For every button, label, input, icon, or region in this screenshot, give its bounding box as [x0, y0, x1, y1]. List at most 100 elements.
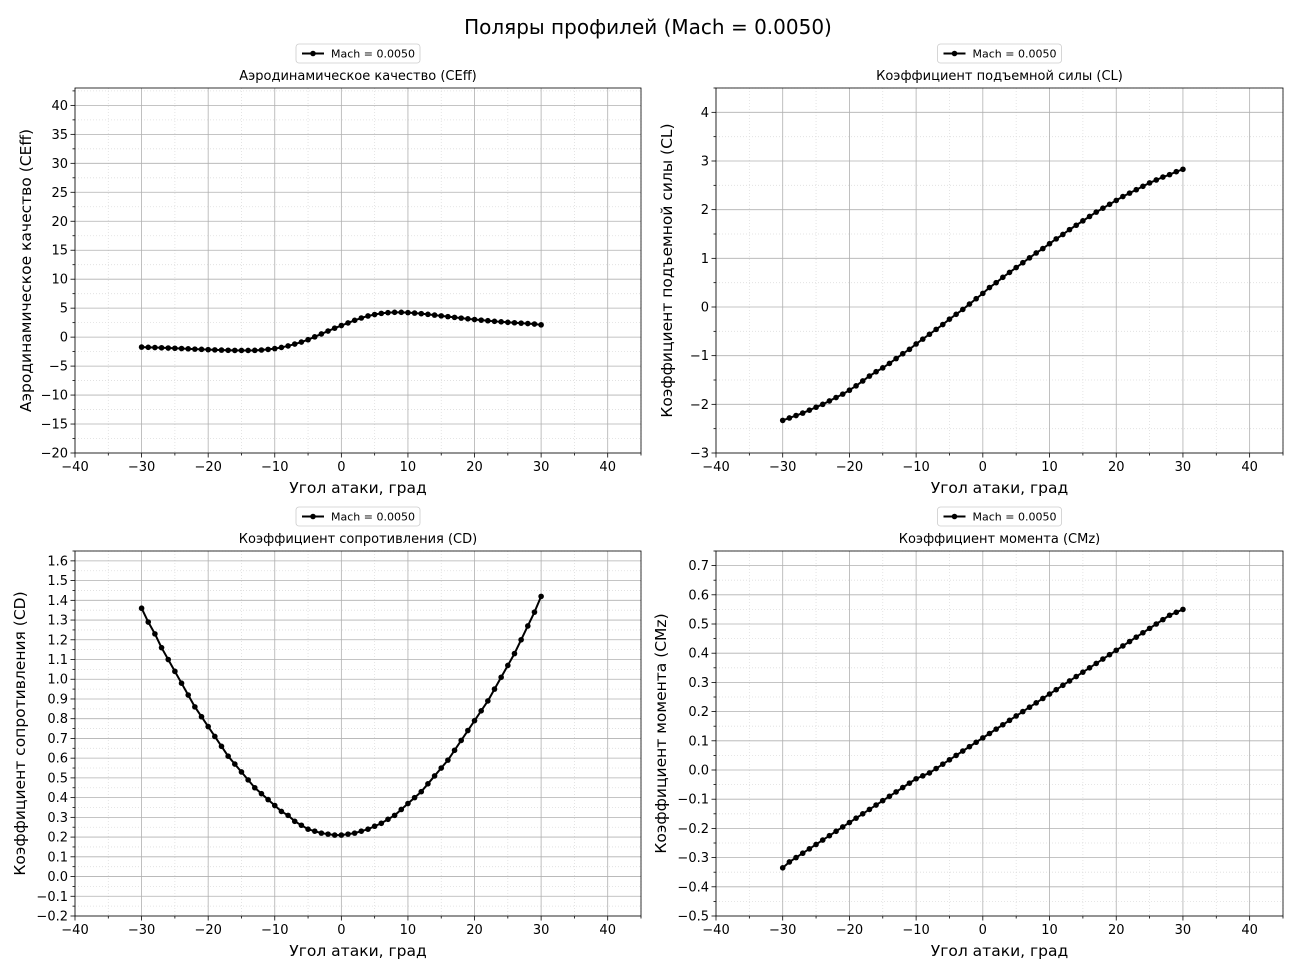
legend-marker	[951, 50, 958, 57]
data-point	[926, 770, 933, 776]
x-tick-label: −40	[702, 923, 729, 938]
data-point	[425, 781, 431, 787]
data-point	[893, 355, 899, 362]
data-point	[866, 373, 873, 379]
data-point	[993, 726, 999, 732]
legend-label: Mach = 0.0050	[331, 48, 415, 61]
data-point	[431, 773, 438, 779]
data-point	[225, 347, 231, 354]
data-point	[1086, 213, 1093, 220]
x-tick-label: 10	[1041, 460, 1058, 475]
y-tick-label: 0.4	[688, 647, 709, 662]
y-tick-label: 30	[51, 157, 68, 172]
data-point	[305, 826, 311, 832]
data-point	[378, 820, 385, 827]
data-point	[465, 727, 471, 734]
data-point	[451, 747, 458, 754]
data-point	[165, 656, 172, 663]
data-point	[893, 789, 899, 795]
data-point	[345, 320, 351, 326]
axes-frame	[74, 87, 642, 454]
data-point	[779, 865, 786, 871]
data-point	[198, 713, 205, 720]
data-point	[238, 769, 245, 775]
data-point	[839, 824, 846, 830]
data-point	[511, 319, 518, 326]
data-point	[158, 344, 165, 351]
data-point	[491, 686, 498, 692]
x-tick-label: 0	[979, 923, 987, 938]
chart-title: Аэродинамическое качество (CEff)	[239, 69, 477, 84]
y-tick-label: 1.5	[47, 574, 68, 589]
data-point	[1173, 609, 1180, 616]
x-tick-label: 30	[1175, 460, 1192, 475]
data-point	[271, 345, 278, 352]
data-point	[152, 344, 158, 351]
data-point	[813, 404, 819, 411]
chart-cd: −40 −30 −20 −10 0 10 20 30 40 −0.2 −0.1 0.0 0.1 0.2 0.…	[11, 506, 642, 960]
legend: Mach = 0.0050	[295, 43, 421, 64]
data-point	[1106, 651, 1113, 658]
data-point	[1093, 660, 1100, 667]
legend: Mach = 0.0050	[295, 506, 421, 527]
chart-panels: −40 −30 −20 −10 0 10 20 30 40−20−15−10−505101520…	[11, 43, 1284, 960]
y-tick-label: 0.0	[688, 764, 709, 779]
data-point	[251, 347, 258, 354]
data-point	[1040, 245, 1046, 252]
axes-frame	[715, 87, 1284, 454]
data-point	[478, 708, 484, 714]
data-point	[491, 318, 498, 325]
data-point	[1086, 665, 1093, 671]
data-point	[986, 284, 993, 291]
data-point	[298, 822, 305, 829]
legend-box	[295, 506, 421, 527]
y-tick-label: 0.8	[47, 712, 68, 727]
x-axis-label: Угол атаки, град	[289, 479, 426, 497]
y-tick-label: −5	[49, 360, 68, 375]
y-tick-label: −10	[41, 389, 68, 404]
data-point	[859, 811, 866, 817]
data-point	[940, 321, 946, 328]
x-tick-label: 30	[533, 460, 550, 475]
data-point	[933, 326, 939, 333]
y-tick-label: 35	[51, 128, 68, 143]
data-point	[913, 341, 919, 347]
x-tick-label: 0	[337, 923, 345, 938]
axes-frame	[715, 550, 1284, 917]
y-tick-label: 0.5	[688, 618, 709, 633]
data-point	[351, 317, 358, 324]
y-tick-label: 0.5	[47, 771, 68, 786]
data-point	[245, 777, 251, 783]
x-tick-label: −20	[194, 460, 221, 475]
data-point	[478, 317, 484, 323]
x-axis-label: Угол атаки, град	[289, 942, 426, 960]
data-point	[1100, 656, 1106, 662]
y-tick-label: 1.4	[47, 594, 68, 609]
data-point	[1126, 638, 1133, 645]
data-point	[418, 310, 425, 317]
data-point	[993, 279, 999, 286]
data-point	[1140, 629, 1146, 636]
x-tick-label: −30	[128, 923, 155, 938]
x-tick-label: 10	[1041, 923, 1058, 938]
data-point	[485, 317, 491, 324]
data-point	[866, 806, 873, 813]
x-tick-label: −30	[769, 460, 796, 475]
data-point	[1126, 190, 1133, 196]
x-tick-label: 40	[1241, 923, 1258, 938]
data-point	[1173, 168, 1180, 175]
x-tick-label: 40	[1241, 460, 1258, 475]
data-point	[291, 341, 298, 347]
data-point	[793, 854, 799, 861]
y-tick-label: 0.3	[688, 676, 709, 691]
data-point	[1120, 193, 1126, 200]
data-point	[1113, 197, 1120, 204]
data-point	[966, 301, 973, 307]
data-point	[973, 295, 979, 302]
x-tick-label: −10	[261, 460, 288, 475]
data-point	[405, 309, 411, 316]
data-point	[525, 320, 531, 327]
data-point	[913, 775, 919, 782]
y-tick-label: 0	[701, 301, 709, 316]
y-tick-label: 3	[701, 155, 709, 170]
